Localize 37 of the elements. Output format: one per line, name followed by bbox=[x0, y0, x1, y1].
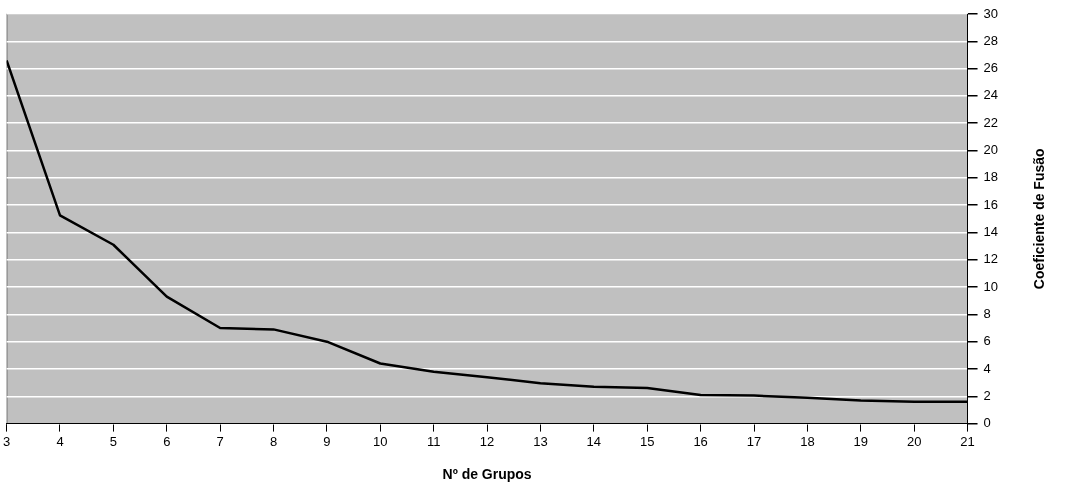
y-tick-label: 6 bbox=[983, 333, 991, 349]
y-tick-label: 26 bbox=[983, 60, 999, 76]
x-tick-label: 19 bbox=[853, 433, 868, 449]
x-tick-label: 17 bbox=[746, 433, 762, 449]
x-tick-label: 6 bbox=[163, 433, 171, 449]
x-tick-label: 13 bbox=[533, 433, 548, 449]
x-tick-label: 21 bbox=[960, 433, 975, 449]
x-tick-label: 16 bbox=[693, 433, 708, 449]
y-axis-title: Coeficiente de Fusão bbox=[1030, 148, 1047, 290]
x-tick-label: 7 bbox=[216, 433, 224, 449]
x-tick-label: 11 bbox=[426, 433, 441, 449]
x-tick-label: 18 bbox=[800, 433, 815, 449]
x-tick-label: 9 bbox=[323, 433, 331, 449]
y-tick-label: 4 bbox=[983, 360, 991, 376]
x-tick-label: 20 bbox=[906, 433, 922, 449]
y-tick-label: 22 bbox=[983, 114, 999, 130]
y-tick-label: 10 bbox=[983, 278, 999, 294]
x-tick-label: 12 bbox=[479, 433, 495, 449]
x-tick-label: 14 bbox=[586, 433, 602, 449]
y-tick-label: 12 bbox=[983, 251, 999, 267]
x-axis-title: Nº de Grupos bbox=[442, 466, 532, 483]
x-tick-label: 3 bbox=[3, 433, 11, 449]
x-tick-label: 8 bbox=[269, 433, 278, 449]
y-tick-label: 16 bbox=[983, 196, 999, 212]
y-tick-label: 18 bbox=[983, 169, 999, 185]
y-tick-label: 30 bbox=[983, 5, 999, 21]
y-tick-label: 2 bbox=[983, 387, 991, 403]
y-tick-label: 14 bbox=[983, 224, 999, 240]
x-tick-label: 10 bbox=[373, 433, 388, 449]
x-tick-label: 15 bbox=[640, 433, 655, 449]
x-tick-label: 5 bbox=[109, 433, 117, 449]
y-tick-label: 8 bbox=[983, 305, 991, 321]
x-tick-label: 4 bbox=[56, 433, 64, 449]
y-tick-label: 20 bbox=[983, 142, 999, 158]
y-tick-label: 28 bbox=[983, 32, 999, 48]
y-tick-label: 0 bbox=[983, 415, 991, 431]
y-tick-label: 24 bbox=[983, 87, 999, 103]
